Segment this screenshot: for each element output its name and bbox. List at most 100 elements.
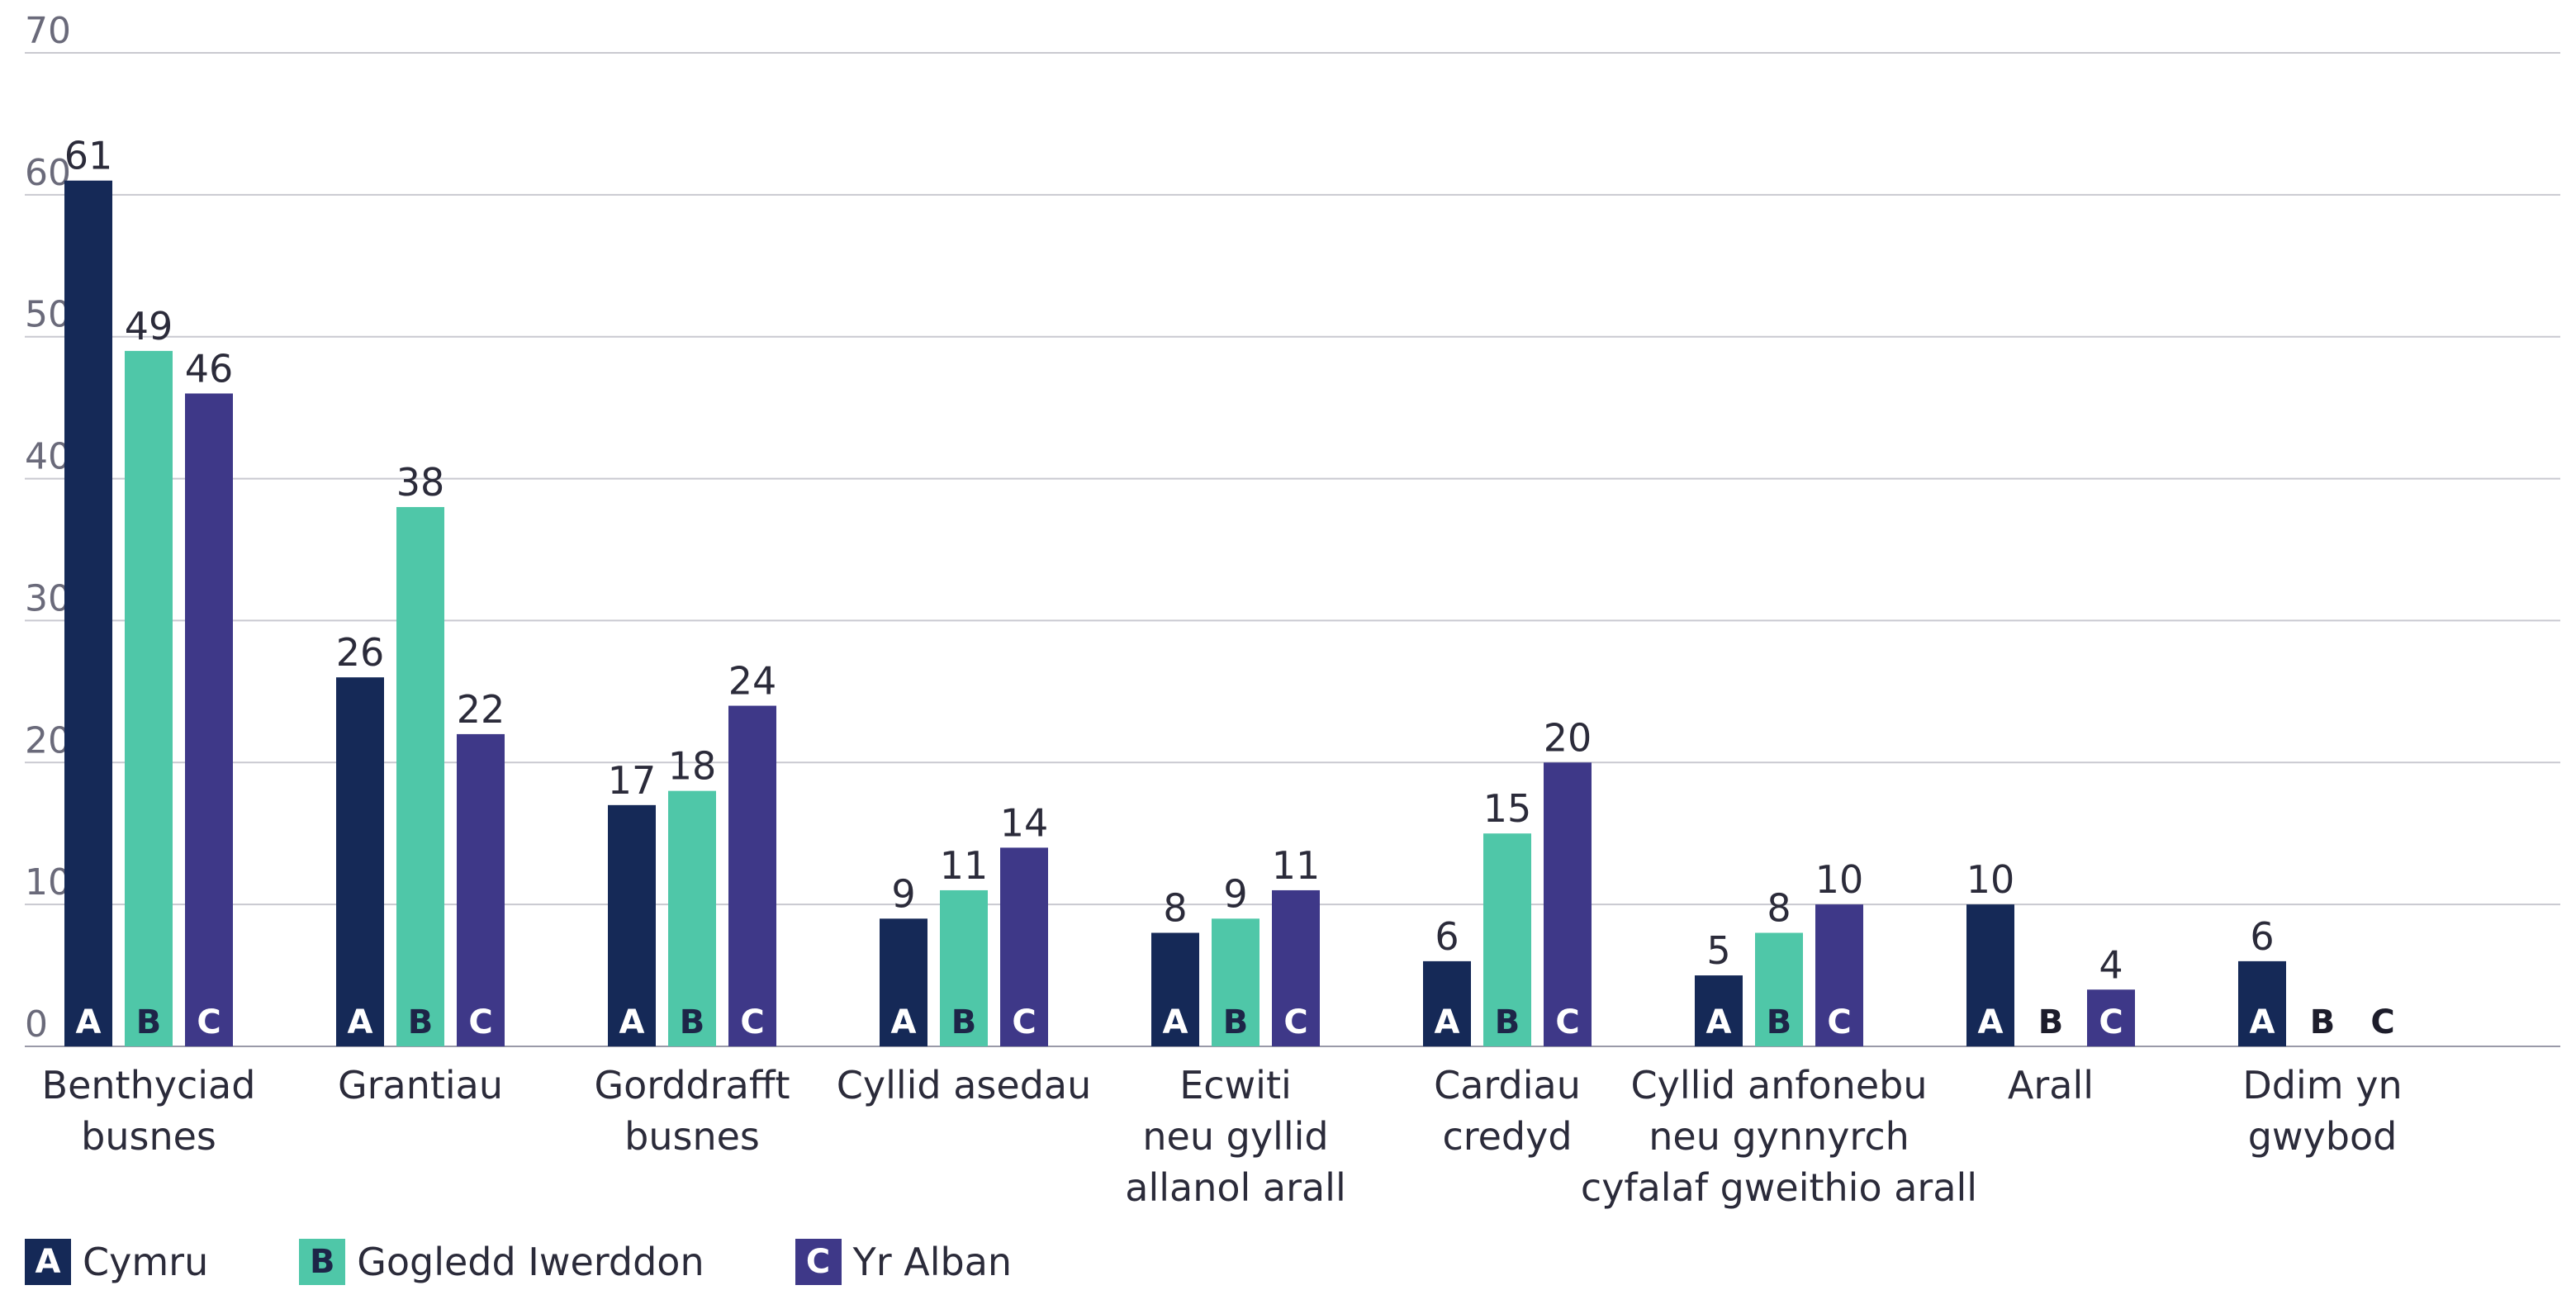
legend: A Cymru B Gogledd Iwerddon C Yr Alban bbox=[25, 1237, 1103, 1287]
data-label: 8 bbox=[1767, 886, 1791, 931]
bar bbox=[1423, 960, 1471, 1046]
bar bbox=[396, 506, 444, 1046]
bar bbox=[2238, 960, 2286, 1046]
data-label: 17 bbox=[608, 758, 657, 803]
series-letter: B bbox=[2038, 1003, 2064, 1041]
y-tick-label: 40 bbox=[25, 436, 71, 478]
x-tick-label: Ddim yn gwybod bbox=[2242, 1063, 2402, 1159]
legend-swatch: C bbox=[795, 1239, 842, 1285]
x-tick-label: Benthyciad busnes bbox=[42, 1063, 256, 1159]
x-axis-categories: Benthyciad busnes Grantiau Gorddrafft busnes… bbox=[42, 1063, 2403, 1210]
bar bbox=[1212, 918, 1260, 1046]
series-letter: B bbox=[408, 1003, 434, 1041]
series-letter: A bbox=[1706, 1003, 1732, 1041]
data-label: 49 bbox=[125, 304, 173, 349]
legend-label: Yr Alban bbox=[852, 1240, 1013, 1284]
x-tick-label: Cyllid asedau bbox=[837, 1063, 1092, 1107]
y-tick-label: 50 bbox=[25, 294, 71, 336]
data-label: 14 bbox=[1000, 800, 1049, 845]
series-letter: B bbox=[1495, 1003, 1520, 1041]
series-letter: B bbox=[1767, 1003, 1792, 1041]
data-label: 18 bbox=[668, 744, 717, 789]
bar bbox=[1815, 904, 1863, 1046]
series-letter: C bbox=[1283, 1003, 1307, 1041]
data-label: 22 bbox=[457, 687, 505, 732]
x-tick-label: Cardiau credyd bbox=[1434, 1063, 1581, 1159]
data-label: 9 bbox=[891, 871, 915, 916]
series-letter: A bbox=[891, 1003, 917, 1041]
series-letter: A bbox=[1435, 1003, 1460, 1041]
data-label: 6 bbox=[1435, 914, 1459, 959]
y-axis-ticks: 0 10 20 30 40 50 60 70 bbox=[25, 10, 71, 1046]
legend-item: C Yr Alban bbox=[795, 1239, 1012, 1285]
x-tick-label: Arall bbox=[2008, 1063, 2094, 1107]
bar bbox=[728, 705, 776, 1046]
bar bbox=[1755, 932, 1803, 1046]
series-letter: A bbox=[348, 1003, 373, 1041]
data-label: 46 bbox=[185, 346, 234, 391]
legend-swatch: A bbox=[25, 1239, 71, 1285]
legend-label: Cymru bbox=[83, 1240, 209, 1284]
series-letter: B bbox=[680, 1003, 705, 1041]
y-tick-label: 20 bbox=[25, 719, 71, 761]
data-label: 5 bbox=[1706, 928, 1730, 973]
series-letter: B bbox=[1223, 1003, 1249, 1041]
gridlines bbox=[25, 52, 2560, 1047]
data-label: 15 bbox=[1483, 786, 1532, 831]
x-tick-label: Ecwiti neu gyllid allanol arall bbox=[1125, 1063, 1346, 1210]
bar bbox=[1272, 889, 1320, 1046]
bar bbox=[1544, 762, 1592, 1046]
data-label: 8 bbox=[1163, 886, 1187, 931]
bar bbox=[668, 790, 716, 1046]
series-letter: A bbox=[2250, 1003, 2275, 1041]
series-letter: B bbox=[951, 1003, 977, 1041]
data-label: 11 bbox=[940, 843, 989, 888]
bar bbox=[940, 889, 988, 1046]
x-tick-label: Cyllid anfonebu neu gynnyrch cyfalaf gweit… bbox=[1581, 1063, 1977, 1210]
bar bbox=[1000, 847, 1048, 1046]
data-label: 10 bbox=[1966, 857, 2015, 902]
bar bbox=[880, 918, 927, 1046]
series-letter: B bbox=[2310, 1003, 2336, 1041]
series-letter: C bbox=[740, 1003, 764, 1041]
y-tick-label: 70 bbox=[25, 10, 71, 52]
bar bbox=[2087, 989, 2135, 1046]
series-letter: C bbox=[1827, 1003, 1851, 1041]
bar bbox=[457, 733, 505, 1046]
bar bbox=[1966, 904, 2014, 1046]
data-label: 10 bbox=[1815, 857, 1864, 902]
series-letter: A bbox=[1163, 1003, 1188, 1041]
series-letter: C bbox=[468, 1003, 492, 1041]
bar bbox=[336, 677, 384, 1046]
series-letter: C bbox=[1012, 1003, 1036, 1041]
series-letter: C bbox=[2370, 1003, 2394, 1041]
legend-item: A Cymru bbox=[25, 1239, 208, 1285]
legend-item: B Gogledd Iwerddon bbox=[299, 1239, 704, 1285]
bars: 61A49B46C26A38B22C17A18B24C9A11B14C8A9B1… bbox=[64, 134, 2395, 1047]
data-label: 11 bbox=[1272, 843, 1321, 888]
bar-chart: 0 10 20 30 40 50 60 70 61 A 49 B 46 C 26 A 38 B 22 C 17 A 18 B… bbox=[25, 10, 2560, 1210]
bar bbox=[64, 180, 112, 1047]
series-letter: A bbox=[76, 1003, 102, 1041]
data-label: 61 bbox=[64, 134, 113, 178]
bar bbox=[1151, 932, 1199, 1046]
series-letter: C bbox=[2099, 1003, 2123, 1041]
data-label: 20 bbox=[1544, 715, 1592, 760]
series-letter: B bbox=[136, 1003, 162, 1041]
y-tick-label: 30 bbox=[25, 577, 71, 619]
data-label: 26 bbox=[336, 630, 385, 675]
y-tick-label: 60 bbox=[25, 152, 71, 194]
series-letter: C bbox=[197, 1003, 221, 1041]
bar bbox=[1483, 833, 1531, 1046]
bar bbox=[125, 350, 173, 1046]
x-tick-label: Grantiau bbox=[338, 1063, 503, 1107]
series-letter: A bbox=[619, 1003, 645, 1041]
bar bbox=[608, 804, 656, 1046]
y-tick-label: 10 bbox=[25, 861, 71, 903]
y-tick-label: 0 bbox=[25, 1003, 48, 1046]
series-letter: C bbox=[1555, 1003, 1579, 1041]
legend-swatch: B bbox=[299, 1239, 346, 1285]
data-label: 38 bbox=[396, 460, 445, 505]
legend-label: Gogledd Iwerddon bbox=[357, 1240, 704, 1284]
data-label: 9 bbox=[1223, 871, 1247, 916]
